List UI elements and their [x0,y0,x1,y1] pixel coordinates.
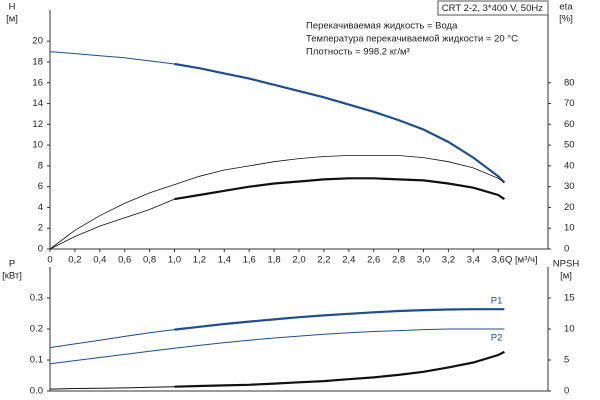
y-tick-label: 14 [32,98,43,109]
y2-tick-label: 20 [564,202,575,213]
curve-label: P1 [491,296,503,307]
curve [49,328,505,365]
curve [174,308,505,331]
x-axis-label: Q [м³/ч] [505,255,538,266]
curve [49,329,175,349]
y-tick-label: 0 [38,244,43,255]
y-axis-unit: [кВт] [2,271,22,282]
x-tick-label: 3,2 [442,255,455,266]
y-tick-label: 16 [32,77,43,88]
y-tick-label: 20 [32,36,43,47]
y-tick-label: 4 [38,202,43,213]
y2-axis-unit: [%] [559,14,573,25]
y2-tick-label: 5 [564,355,569,366]
curve [174,350,505,388]
x-tick-label: 1,0 [168,255,181,266]
y-tick-label: 0.0 [30,386,43,397]
y2-tick-label: 70 [564,98,575,109]
y2-tick-label: 30 [564,181,575,192]
curve [174,177,506,201]
x-tick-label: 2,2 [317,255,330,266]
y2-tick-label: 15 [564,293,575,304]
chart-title: CRT 2-2, 3*400 V, 50Hz [442,3,543,14]
curve-label: P2 [491,333,503,344]
x-tick-label: 1,4 [218,255,231,266]
y-tick-label: 18 [32,56,43,67]
y-tick-label: 2 [38,223,43,234]
x-tick-label: 2,4 [342,255,355,266]
y-tick-label: 10 [32,140,43,151]
y-tick-label: 0.2 [30,324,43,335]
y-axis-label: P [9,259,15,270]
x-tick-label: 3,6 [492,255,505,266]
x-tick-label: 0,8 [143,255,156,266]
annotation: Плотность = 998.2 кг/м³ [306,47,410,58]
x-tick-label: 1,2 [193,255,206,266]
y2-tick-label: 50 [564,140,575,151]
y-axis-label: H [9,2,16,13]
x-tick-label: 0 [47,255,52,266]
y2-tick-label: 80 [564,77,575,88]
x-tick-label: 1,6 [243,255,256,266]
x-tick-label: 3,0 [417,255,430,266]
y-tick-label: 8 [38,160,43,171]
curve [49,155,505,250]
x-tick-label: 2,8 [392,255,405,266]
y2-tick-label: 60 [564,119,575,130]
x-tick-label: 2,0 [292,255,305,266]
y2-tick-label: 0 [564,244,569,255]
y2-axis-unit: [м] [560,271,572,282]
y2-axis-label: NPSH [553,259,580,270]
y2-axis-label: eta [559,2,573,13]
x-tick-label: 2,6 [367,255,380,266]
y-tick-label: 6 [38,181,43,192]
x-tick-label: 0,6 [118,255,131,266]
curve [49,386,175,390]
y2-tick-label: 0 [564,386,569,397]
y2-tick-label: 10 [564,223,575,234]
y-tick-label: 12 [32,119,43,130]
x-tick-label: 0,4 [93,255,106,266]
y-axis-unit: [м] [6,14,18,25]
y-tick-label: 0.3 [30,293,43,304]
title-box [437,0,549,16]
curve [49,198,175,250]
curve [174,62,506,184]
x-tick-label: 3,4 [467,255,480,266]
annotation: Температура перекачиваемой жидкости = 20… [306,34,518,45]
y2-tick-label: 40 [564,160,575,171]
y2-tick-label: 10 [564,324,575,335]
x-tick-label: 0,2 [68,255,81,266]
x-tick-label: 1,8 [267,255,280,266]
annotation: Перекачиваемая жидкость = Вода [306,21,458,32]
y-tick-label: 0.1 [30,355,43,366]
curve [49,51,175,65]
